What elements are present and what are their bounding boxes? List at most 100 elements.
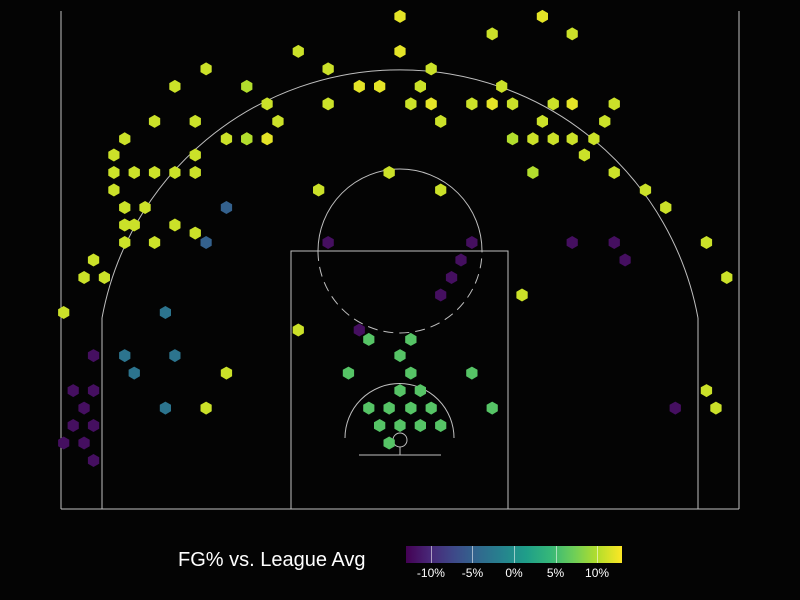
hex-bin [394,419,406,432]
hex-bin [67,419,79,432]
colorbar-tick [430,546,432,563]
hex-bin [608,236,620,249]
hex-bin [435,419,447,432]
hex-bin [405,332,417,346]
hex-bin [148,236,161,249]
hex-bin [394,349,406,363]
hex-bin [78,401,90,415]
hex-bin [374,419,386,432]
hex-bin [241,79,253,93]
hex-bin [536,114,548,128]
hex-bin [700,384,713,398]
rim [392,432,408,448]
hex-bin [220,366,233,380]
legend-title: FG% vs. League Avg [178,549,366,571]
hex-bin [619,253,631,267]
hex-bin [108,166,120,179]
hex-bin [466,236,478,249]
hex-bin [159,401,171,415]
hex-bin [108,183,120,197]
hex-bin [435,288,447,302]
colorbar-tick-label: 10% [585,566,610,580]
hex-bin [435,183,447,197]
hex-bin [58,306,70,319]
hex-bin [608,166,620,179]
hex-bin [506,132,519,146]
hex-bin [536,9,548,23]
hex-bin [128,166,140,179]
hex-bin [78,436,90,450]
hex-bin [425,401,437,415]
hex-bin [342,366,355,380]
hex-bin [383,166,395,179]
hex-bin [189,166,201,179]
hex-bin [119,349,131,363]
hex-bin [98,271,110,284]
hex-bin [322,97,334,111]
hex-bin [189,114,201,128]
hex-bin [466,97,478,111]
hex-bin [506,97,519,111]
colorbar-tick [555,546,557,563]
hex-bin [639,183,652,197]
colorbar-tick-label: -10% [416,566,445,580]
hex-bin [169,79,181,93]
hex-bin [383,436,395,450]
hex-bin [414,79,426,93]
hex-bin [322,62,334,76]
hex-bin [58,436,70,450]
hex-bin [108,148,120,162]
hex-bin [128,366,140,380]
hex-bin [566,27,578,41]
hex-bin [87,253,100,267]
hex-bin [425,62,437,76]
colorbar-tick [472,546,474,563]
paint [290,250,509,510]
hex-bin [241,132,253,146]
hex-bin [169,349,181,363]
hex-bin [87,384,100,398]
hex-bin [608,97,620,111]
hex-bin [87,454,100,467]
hex-bin [455,253,467,267]
hex-bin [220,132,233,146]
hex-bin [261,132,273,146]
hex-bin [261,97,273,111]
colorbar-tick [514,546,515,563]
hex-bin [169,166,181,179]
hex-bin [486,97,498,111]
hex-bin [466,366,478,380]
hex-bin [200,62,212,76]
hex-bin [527,166,539,179]
restricted-area-arc [344,383,455,439]
colorbar-tick-label: 0% [505,566,523,580]
hex-bin [322,236,334,249]
hex-bin [313,183,325,197]
hex-bin [353,323,365,337]
hex-bin [148,166,161,179]
hex-bin [363,332,375,346]
hex-bin [669,401,681,415]
hex-bin [405,366,417,380]
hex-bin [394,9,406,23]
hex-bin [189,148,201,162]
hex-bin [394,44,406,58]
hex-bin [566,132,578,146]
free-throw-circle-bottom [317,250,483,334]
hex-bin [588,132,600,146]
hex-bin [547,132,559,146]
hex-bin [292,323,304,337]
three-point-arc [101,69,699,319]
hex-bin [200,236,212,249]
hex-bin [547,97,559,111]
colorbar-tick [597,546,599,563]
hex-bin [200,401,212,415]
hex-bin [516,288,528,302]
hex-bin [119,132,131,146]
hex-bin [78,271,90,284]
hex-bin [374,79,386,93]
hex-bin [435,114,447,128]
hex-bin [119,201,131,214]
hex-bin [414,384,426,398]
